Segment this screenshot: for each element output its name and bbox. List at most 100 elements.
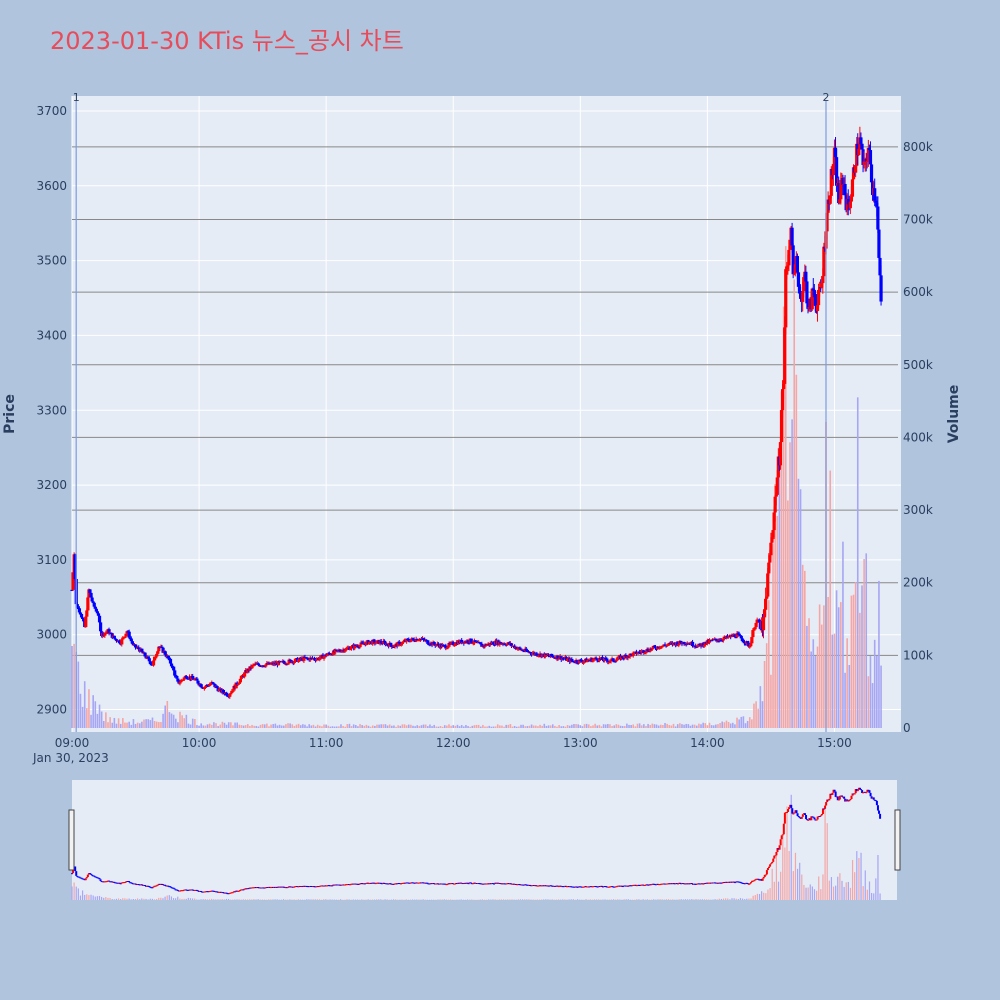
candle-body <box>312 658 317 660</box>
slider-volume-bar <box>113 899 115 900</box>
candle-body <box>647 651 651 653</box>
range-slider[interactable] <box>68 780 901 901</box>
candle-body <box>694 645 698 647</box>
candle-body <box>357 646 361 649</box>
slider-candle <box>335 884 338 886</box>
candle-body <box>451 642 455 646</box>
slider-candle <box>649 884 652 886</box>
slider-candle <box>164 884 167 886</box>
slider-volume-bar <box>746 898 748 900</box>
slider-candle <box>552 885 555 887</box>
slider-volume-bar <box>716 899 718 900</box>
candle-body <box>873 188 877 201</box>
candle-body <box>802 277 806 292</box>
candle-body <box>851 167 856 180</box>
slider-volume-bar <box>849 887 852 900</box>
slider-volume-bar <box>213 899 215 900</box>
slider-candle <box>294 886 297 888</box>
slider-volume-bar <box>109 897 111 900</box>
candle-body <box>865 160 869 163</box>
slider-volume-bar <box>532 899 534 901</box>
candle-body <box>845 198 849 211</box>
slider-candle <box>546 885 549 887</box>
volume-bar <box>115 723 118 728</box>
candle-body <box>212 683 216 685</box>
slider-candle <box>187 889 190 891</box>
slider-volume-bar <box>217 899 219 900</box>
volume-bar <box>626 723 628 728</box>
slider-candle <box>470 883 473 885</box>
volume-bar <box>499 725 501 728</box>
slider-candle <box>350 883 353 885</box>
slider-candle <box>278 886 281 888</box>
candle-body <box>172 666 176 671</box>
slider-candle <box>76 875 79 877</box>
slider-candle <box>386 883 389 885</box>
slider-candle <box>562 886 565 888</box>
candle-body <box>592 658 596 661</box>
slider-candle <box>341 884 344 886</box>
slider-volume-bar <box>877 854 879 900</box>
slider-candle <box>269 887 272 889</box>
slider-volume-bar <box>765 893 767 900</box>
slider-candle <box>841 795 843 797</box>
volume-bar <box>799 489 802 728</box>
candle-body <box>208 684 212 686</box>
slider-candle <box>803 813 806 815</box>
slider-candle <box>674 883 677 885</box>
slider-candle <box>97 877 100 879</box>
candle-body <box>639 652 643 654</box>
volume-bar <box>863 559 865 728</box>
slider-candle <box>349 884 352 886</box>
slider-candle <box>94 876 97 878</box>
slider-volume-bar <box>183 898 185 900</box>
slider-candle <box>347 884 350 886</box>
slider-volume-bar <box>845 882 847 900</box>
slider-candle <box>869 792 872 797</box>
slider-candle <box>608 886 611 888</box>
slider-candle <box>75 871 78 876</box>
grid-layer <box>71 96 901 732</box>
slider-volume-bar <box>655 899 657 901</box>
candle-body <box>175 675 179 679</box>
candle-body <box>848 201 852 209</box>
slider-candle <box>604 886 607 888</box>
candle-body <box>805 281 809 304</box>
slider-candle <box>692 883 695 885</box>
slider-candle <box>779 839 782 846</box>
volume-bar <box>429 724 431 728</box>
candle-body <box>157 646 161 652</box>
slider-volume-bar <box>325 899 327 900</box>
slider-candle <box>160 883 163 885</box>
slider-candle <box>482 883 485 885</box>
range-slider-right-handle[interactable] <box>894 809 901 871</box>
candle-body <box>156 651 160 654</box>
candle-body <box>860 144 864 150</box>
candle-body <box>597 658 601 661</box>
range-slider-left-handle[interactable] <box>68 809 75 871</box>
slider-candle <box>244 888 247 890</box>
candle-body <box>91 601 95 603</box>
candle-body <box>702 645 706 647</box>
slider-candle <box>72 869 75 874</box>
slider-candle <box>434 883 437 885</box>
candle-body <box>543 653 547 658</box>
slider-volume-bar <box>295 899 297 901</box>
slider-candle <box>428 883 431 885</box>
slider-candle <box>741 882 744 884</box>
slider-candle <box>189 889 192 891</box>
slider-candle <box>86 874 89 878</box>
candle-body <box>622 658 626 660</box>
volume-bar <box>312 724 315 728</box>
slider-candle <box>308 885 311 887</box>
candle-body <box>375 640 379 643</box>
slider-candle <box>292 886 295 888</box>
volume-tick-label: 0 <box>903 721 911 735</box>
slider-candle <box>870 796 873 799</box>
volume-bar <box>276 725 279 728</box>
candle-body <box>595 658 599 661</box>
volume-bar <box>740 716 743 728</box>
volume-bar <box>145 719 147 728</box>
candle-body <box>582 661 587 663</box>
volume-bar <box>325 724 327 728</box>
